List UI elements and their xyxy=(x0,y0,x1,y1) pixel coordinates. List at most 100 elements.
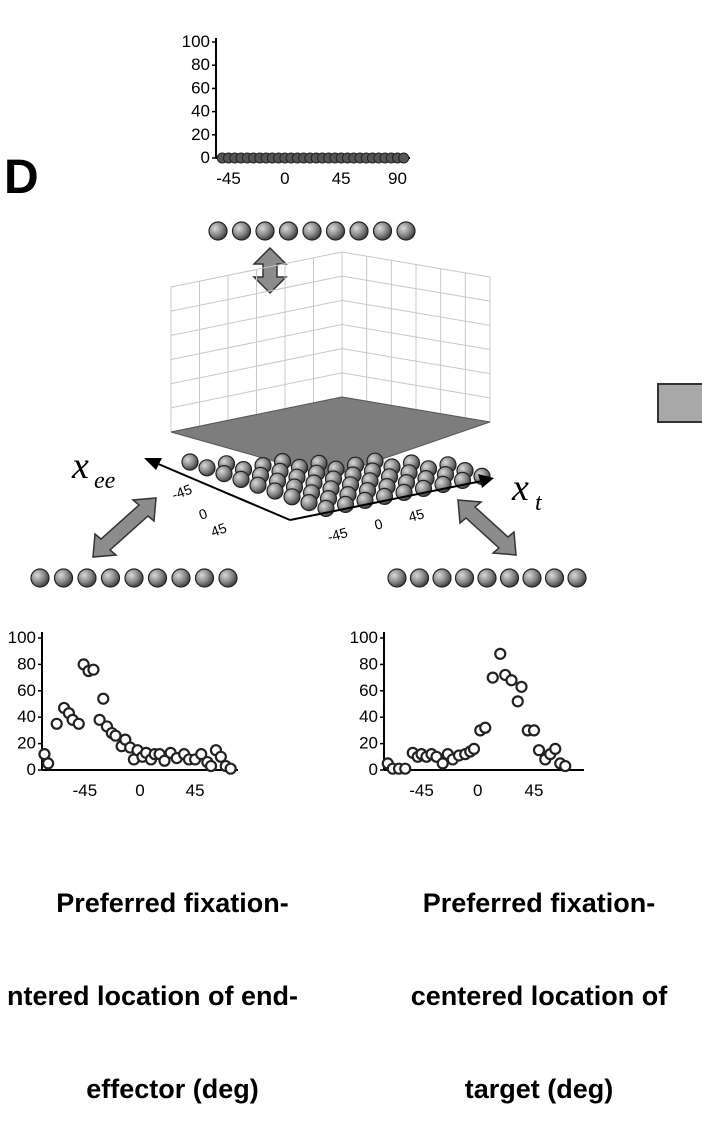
data-point xyxy=(549,742,562,755)
top-node-row xyxy=(208,221,416,241)
data-point xyxy=(479,721,492,734)
unit-node xyxy=(349,221,369,241)
unit-node xyxy=(544,568,565,588)
data-point xyxy=(158,754,171,767)
y-tick-label: 20 xyxy=(359,734,378,753)
svg-text:x: x xyxy=(511,467,529,509)
left-caption-line: Preferred fixation- xyxy=(56,888,289,918)
x-tick-label: -45 xyxy=(409,781,434,800)
unit-node xyxy=(231,221,252,241)
y-tick-label: 60 xyxy=(191,78,210,97)
data-point xyxy=(515,680,528,693)
left-caption-line: effector (deg) xyxy=(86,1074,259,1104)
unit-node xyxy=(325,221,346,241)
right-caption-line: Preferred fixation- xyxy=(422,888,656,918)
y-tick-label: 100 xyxy=(350,628,378,647)
y-tick-label: 40 xyxy=(191,102,210,121)
y-tick-label: 40 xyxy=(17,707,36,726)
x-tick-label: 45 xyxy=(525,781,544,800)
x-ee-axis-arrow xyxy=(144,458,291,521)
unit-node xyxy=(194,568,215,588)
unit-node xyxy=(302,221,322,241)
svg-text:ee: ee xyxy=(94,468,116,494)
unit-node xyxy=(53,568,74,588)
unit-node xyxy=(396,221,416,241)
data-point xyxy=(505,674,518,687)
y-tick-label: 0 xyxy=(27,760,36,779)
y-tick-label: 20 xyxy=(17,734,36,753)
bottom-left-plot: 0 20 40 60 80 100 -45 0 45 xyxy=(8,628,238,800)
data-point xyxy=(399,762,412,775)
x-ee-label: x ee xyxy=(71,445,116,494)
right-caption: Preferred fixation- centered location of… xyxy=(376,826,702,1136)
right-caption-line: target (deg) xyxy=(464,1074,614,1104)
unit-node xyxy=(454,568,475,588)
vertical-double-arrow xyxy=(252,246,288,295)
grid-left-tick: -45 xyxy=(170,481,195,503)
unit-node xyxy=(477,568,497,588)
unit-node xyxy=(181,453,199,471)
unit-node xyxy=(218,568,238,588)
unit-node xyxy=(232,470,250,488)
y-tick-label: 60 xyxy=(359,681,378,700)
unit-node xyxy=(198,459,216,477)
unit-node xyxy=(77,568,97,588)
bottom-right-plot: 0 20 40 60 80 100 -45 0 45 xyxy=(350,628,584,800)
left-caption-line: ntered location of end- xyxy=(6,981,298,1011)
right-double-arrow xyxy=(457,499,517,556)
unit-node xyxy=(300,494,318,512)
grid-right-ticks: -45 0 45 xyxy=(326,505,426,545)
unit-node xyxy=(147,568,168,588)
data-point xyxy=(494,647,507,660)
unit-node xyxy=(100,568,121,588)
left-caption: Preferred fixation- ntered location of e… xyxy=(0,826,345,1136)
y-tick-label: 0 xyxy=(369,760,378,779)
x-tick-label: 0 xyxy=(473,781,482,800)
grid-right-tick: 45 xyxy=(407,505,426,525)
data-point xyxy=(195,748,208,761)
data-point xyxy=(109,729,122,742)
y-tick-label: 80 xyxy=(359,654,378,673)
y-tick-label: 40 xyxy=(359,707,378,726)
data-point xyxy=(527,724,541,737)
x-tick-label: -45 xyxy=(216,169,241,188)
basis-node-grid xyxy=(181,452,491,517)
top-plot: 0 20 40 60 80 100 -45 0 45 90 xyxy=(182,32,410,188)
data-point xyxy=(398,152,410,164)
data-point xyxy=(559,759,572,773)
unit-node xyxy=(249,476,267,494)
data-point xyxy=(214,750,227,763)
unit-node xyxy=(215,465,233,483)
unit-node xyxy=(283,488,301,506)
data-point xyxy=(204,759,218,773)
data-point xyxy=(436,757,449,770)
y-tick-label: 0 xyxy=(201,148,210,167)
right-node-row xyxy=(387,568,587,588)
unit-node xyxy=(124,568,144,588)
left-double-arrow xyxy=(92,497,157,558)
unit-node xyxy=(432,568,452,588)
x-tick-label: 0 xyxy=(135,781,144,800)
left-node-row xyxy=(30,568,238,588)
unit-node xyxy=(208,221,228,241)
data-point xyxy=(87,663,100,676)
svg-text:t: t xyxy=(535,490,543,516)
x-tick-label: 90 xyxy=(388,169,407,188)
panel-label: D xyxy=(4,151,39,204)
grid-right-tick: -45 xyxy=(326,524,350,545)
unit-node xyxy=(387,568,407,588)
grid-left-tick: 0 xyxy=(197,505,210,523)
y-tick-label: 100 xyxy=(8,628,36,647)
y-tick-label: 60 xyxy=(17,681,36,700)
data-point xyxy=(511,695,524,708)
unit-node xyxy=(409,568,430,588)
unit-node xyxy=(266,482,284,500)
unit-node xyxy=(171,568,191,588)
data-point xyxy=(50,717,63,730)
y-tick-label: 100 xyxy=(182,32,210,51)
unit-node xyxy=(372,221,393,241)
y-tick-label: 80 xyxy=(17,654,36,673)
x-t-label: x t xyxy=(511,467,543,516)
data-point xyxy=(97,692,110,705)
